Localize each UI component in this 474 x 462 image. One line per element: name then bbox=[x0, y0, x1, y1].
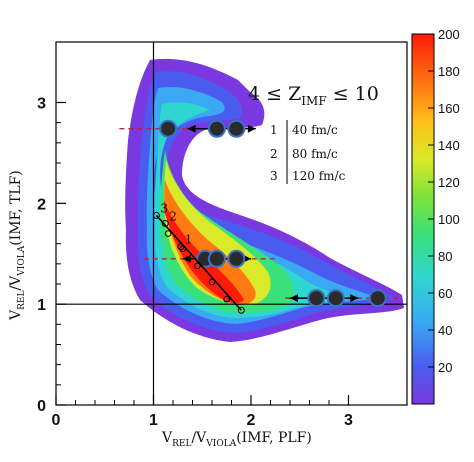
colorbar-tick-label: 20 bbox=[438, 360, 452, 375]
trajectory-point-label: 3 bbox=[160, 201, 168, 215]
x-tick-label: 1 bbox=[149, 412, 158, 429]
colorbar-tick-label: 200 bbox=[438, 27, 460, 42]
trajectory-point-label: 1 bbox=[185, 233, 193, 247]
band-arrow-head-left bbox=[187, 124, 196, 133]
time-legend-id-1: 1 bbox=[270, 123, 278, 137]
reference-lines bbox=[56, 42, 407, 405]
band-dot bbox=[227, 119, 246, 138]
colorbar-tick-label: 40 bbox=[438, 323, 452, 338]
trajectory-marker bbox=[223, 295, 230, 303]
y-axis-label: VREL/VVIOLA(IMF, TLF) bbox=[8, 170, 27, 321]
colorbar-tick-label: 80 bbox=[438, 249, 452, 264]
colorbar-tick-label: 100 bbox=[438, 212, 460, 227]
trajectory-point bbox=[177, 243, 185, 251]
time-legend-text-3: 120 fm/c bbox=[292, 169, 346, 183]
x-axis: 0 1 2 3 bbox=[52, 395, 353, 429]
band-dot bbox=[207, 119, 226, 138]
band-dot bbox=[307, 289, 326, 308]
trajectory-point bbox=[152, 211, 160, 219]
y-tick-label: 0 bbox=[37, 398, 46, 415]
x-tick-label: 2 bbox=[247, 412, 256, 429]
colorbar-tick-label: 180 bbox=[438, 64, 460, 79]
trajectory-marker bbox=[164, 230, 172, 237]
trajectory-point-label: 2 bbox=[169, 210, 177, 224]
band-arrow-head-left bbox=[290, 294, 298, 303]
colorbar-tick-label: 60 bbox=[438, 286, 452, 301]
colorbar-tick-label: 120 bbox=[438, 175, 460, 190]
time-legend-id-3: 3 bbox=[270, 169, 278, 183]
y-axis: 0 1 2 3 bbox=[37, 96, 66, 415]
trajectory-marker bbox=[208, 278, 216, 286]
band-dot bbox=[207, 249, 226, 268]
time-legend-text-1: 40 fm/c bbox=[292, 123, 338, 137]
charge-range-annotation: 4 ≤ ZIMF ≤ 10 bbox=[248, 83, 379, 108]
time-bands bbox=[119, 119, 403, 308]
time-legend-text-2: 80 fm/c bbox=[292, 147, 338, 161]
trajectory-point bbox=[161, 220, 169, 227]
trajectory-marker bbox=[194, 262, 201, 270]
band-dot bbox=[227, 249, 246, 268]
trajectory: 321 bbox=[152, 201, 245, 314]
band-arrow-head-right bbox=[247, 124, 256, 133]
x-axis-label: VREL/VVIOLA(IMF, PLF) bbox=[161, 430, 312, 449]
y-tick-label: 2 bbox=[37, 196, 46, 213]
trajectory-line bbox=[155, 214, 242, 311]
band-arrow-head-right bbox=[350, 294, 359, 303]
time-legend: 1 40 fm/c 2 80 fm/c 3 120 fm/c bbox=[270, 120, 346, 184]
colorbar-tick-label: 140 bbox=[438, 138, 460, 153]
trajectory-point bbox=[237, 306, 245, 314]
band-dot bbox=[368, 289, 387, 308]
y-tick-label: 1 bbox=[37, 297, 46, 314]
band-arrow-head-left bbox=[182, 254, 191, 263]
x-tick-label: 0 bbox=[52, 412, 61, 429]
y-tick-label: 3 bbox=[37, 96, 46, 113]
band-dot bbox=[159, 119, 178, 138]
x-tick-label: 3 bbox=[344, 412, 353, 429]
colorbar-ticks: 20 40 60 80 100 120 140 160 180 200 bbox=[428, 27, 460, 375]
colorbar-tick-label: 160 bbox=[438, 101, 460, 116]
band-dot bbox=[326, 289, 345, 308]
time-legend-id-2: 2 bbox=[270, 147, 278, 161]
trajectory-marker bbox=[179, 245, 187, 253]
